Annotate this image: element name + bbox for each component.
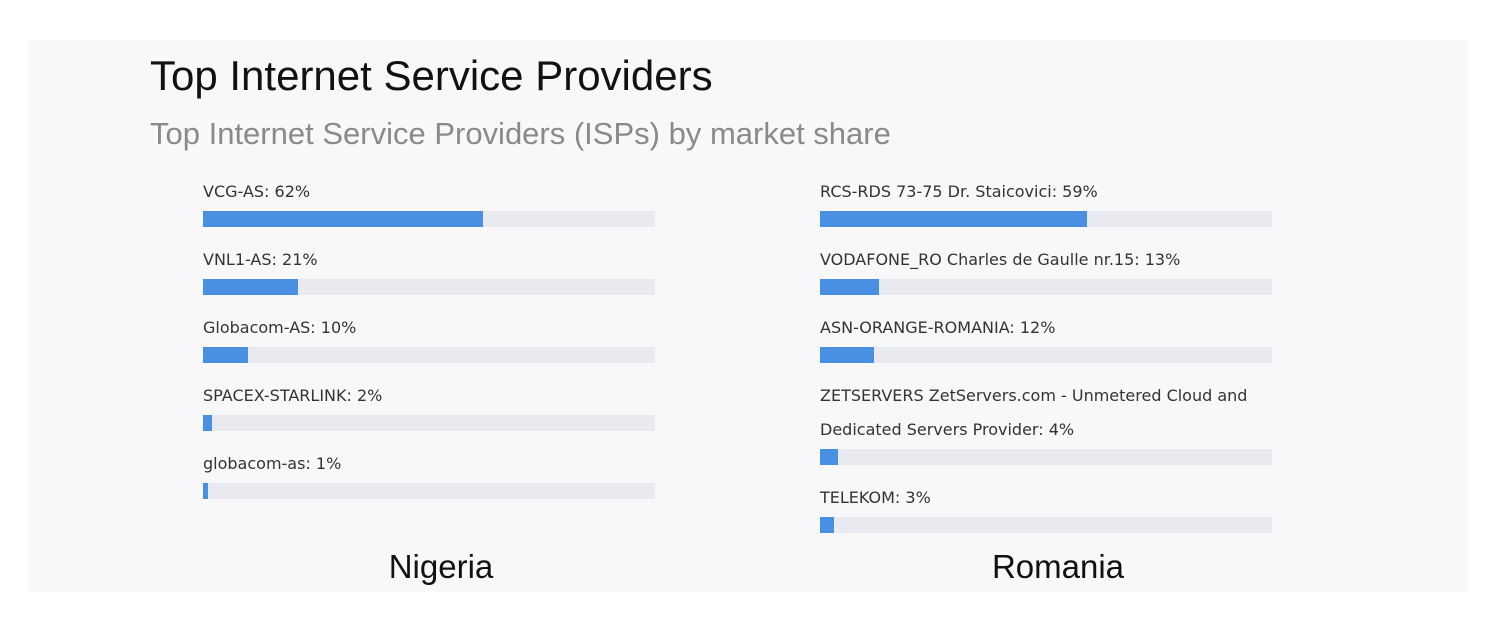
bar-track	[203, 211, 655, 227]
bar	[820, 211, 1087, 227]
bar	[203, 347, 249, 363]
bar-label: VCG-AS: 62%	[203, 182, 311, 201]
bar-track	[203, 483, 655, 499]
bar-label: globacom-as: 1%	[203, 454, 342, 473]
bar-label: VNL1-AS: 21%	[203, 250, 318, 269]
bar-track	[820, 279, 1272, 295]
bar-track	[820, 517, 1272, 533]
bar-track	[820, 211, 1272, 227]
panel	[28, 40, 1468, 592]
chart-title: Romania	[991, 548, 1125, 585]
bar	[203, 279, 298, 295]
bar-track	[203, 279, 655, 295]
bar-label: Globacom-AS: 10%	[203, 318, 357, 337]
bar	[203, 211, 484, 227]
bar-label: SPACEX-STARLINK: 2%	[203, 386, 383, 405]
bar-label: ASN-ORANGE-ROMANIA: 12%	[820, 318, 1056, 337]
bar	[203, 415, 213, 431]
page-subtitle: Top Internet Service Providers (ISPs) by…	[150, 116, 891, 151]
bar-label: TELEKOM: 3%	[820, 488, 931, 507]
chart-title: Nigeria	[388, 548, 494, 585]
bar-track	[203, 347, 655, 363]
bar	[820, 517, 834, 533]
bar-list: VCG-AS: 62% VNL1-AS: 21% Globacom-AS: 10% S…	[203, 175, 655, 515]
bar	[820, 449, 839, 465]
bar-track	[820, 347, 1272, 363]
bar	[203, 483, 208, 499]
page-title: Top Internet Service Providers	[150, 52, 713, 99]
bar-track	[820, 449, 1272, 465]
bar-label: VODAFONE_RO Charles de Gaulle nr.15: 13%	[820, 250, 1181, 269]
bar-label: ZETSERVERS ZetServers.com - Unmetered Cl…	[820, 386, 1248, 439]
bar	[820, 347, 875, 363]
bar-track	[203, 415, 655, 431]
bar	[820, 279, 879, 295]
bar-list: RCS-RDS 73-75 Dr. Staicovici: 59% VODAFON…	[820, 175, 1272, 549]
bar-label: RCS-RDS 73-75 Dr. Staicovici: 59%	[820, 182, 1098, 201]
